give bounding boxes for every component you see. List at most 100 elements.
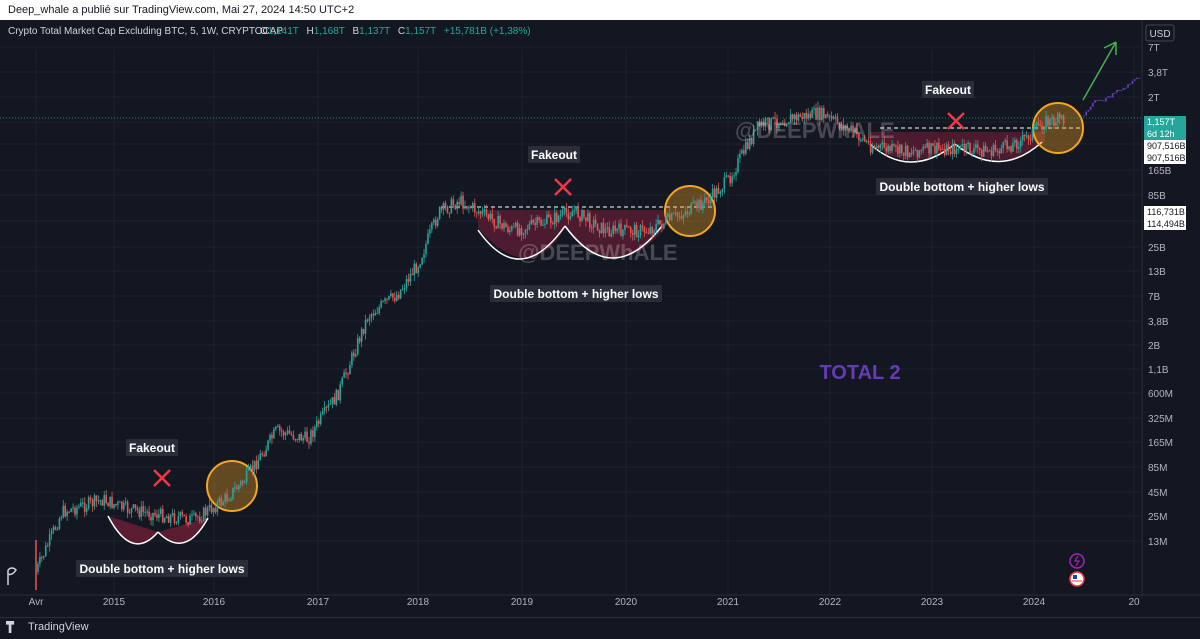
candle-body xyxy=(302,437,304,441)
candle-body xyxy=(126,501,129,513)
projection-candle xyxy=(1109,96,1112,98)
price-tag-text: 116,731B xyxy=(1147,207,1185,217)
candle-body xyxy=(292,434,295,440)
candle-body xyxy=(748,138,751,149)
candle-body xyxy=(1016,139,1018,149)
candle-body xyxy=(224,493,226,503)
candle-body xyxy=(928,142,930,154)
price-chart[interactable]: Crypto Total Market Cap Excluding BTC, 5… xyxy=(0,20,1200,620)
candle-body xyxy=(698,199,700,209)
price-axis-label: 165M xyxy=(1148,438,1173,449)
candle-body xyxy=(680,216,683,219)
candle-body xyxy=(68,511,70,513)
candle-body xyxy=(922,146,925,150)
candle-body xyxy=(1018,146,1020,149)
candle-body xyxy=(187,522,189,525)
currency-button[interactable] xyxy=(1145,24,1175,42)
candle-body xyxy=(635,224,638,238)
legend-h-value: 1,168T xyxy=(314,26,345,37)
candle-body xyxy=(538,217,540,221)
candle-body xyxy=(140,506,143,517)
candle-body xyxy=(58,518,61,530)
candle-body xyxy=(76,507,78,515)
legend-b-label: B xyxy=(352,26,359,37)
candle-body xyxy=(72,507,74,509)
time-axis-label: Avr xyxy=(29,597,44,608)
candle-body xyxy=(392,293,394,298)
candle-body xyxy=(199,517,201,522)
candle-body xyxy=(181,512,184,515)
candle-body xyxy=(879,144,882,148)
candle-body xyxy=(284,432,287,436)
candle-body xyxy=(918,150,921,158)
candle-body xyxy=(727,175,730,177)
price-tag-text: 907,516B xyxy=(1147,141,1186,151)
candle-body xyxy=(50,530,53,535)
candle-body xyxy=(604,228,607,234)
candle-body xyxy=(760,121,763,126)
candle-body xyxy=(750,138,753,144)
candle-body xyxy=(938,142,940,149)
candle-body xyxy=(926,142,928,148)
candle-body xyxy=(908,152,911,157)
us-flag-icon[interactable] xyxy=(1069,571,1085,587)
tradingview-brand[interactable]: TradingView xyxy=(6,621,89,633)
candle-body xyxy=(93,495,96,507)
candle-body xyxy=(501,223,503,229)
candle-body xyxy=(661,223,663,228)
candle-body xyxy=(711,188,714,198)
candle-body xyxy=(343,372,345,378)
candle-body xyxy=(542,224,544,226)
candle-body xyxy=(1051,116,1053,119)
candle-body xyxy=(323,406,326,412)
candle-body xyxy=(741,150,743,154)
candle-body xyxy=(448,212,451,214)
candle-body xyxy=(384,298,386,302)
candle-body xyxy=(80,502,82,507)
candle-body xyxy=(423,253,425,258)
candle-body xyxy=(725,175,728,178)
candle-body xyxy=(862,138,864,141)
lightning-icon[interactable] xyxy=(1069,553,1085,569)
flag-icon[interactable] xyxy=(7,567,17,585)
candle-body xyxy=(651,227,653,234)
candle-body xyxy=(986,150,989,152)
candle-body xyxy=(684,211,687,216)
candle-body xyxy=(719,192,722,194)
candle-body xyxy=(1002,141,1004,149)
candle-body xyxy=(499,215,501,224)
candle-body xyxy=(150,517,152,521)
price-tag xyxy=(1144,140,1186,152)
bowl-shape xyxy=(157,517,209,544)
candle-body xyxy=(899,144,901,154)
candle-body xyxy=(173,513,176,523)
projection-candle xyxy=(1129,83,1132,85)
candle-body xyxy=(897,146,899,154)
price-tag-countdown: 6d 12h xyxy=(1147,129,1175,139)
price-axis-label: 3,8B xyxy=(1148,317,1169,328)
candle-body xyxy=(834,116,837,118)
candle-body xyxy=(394,297,396,301)
candle-body xyxy=(906,145,909,157)
price-axis[interactable]: USD 7T3,8T2T1T325B165B85B45B25B13B7B3,8B… xyxy=(1141,20,1200,595)
candle-body xyxy=(331,397,334,404)
candle-body xyxy=(74,507,76,515)
candle-body xyxy=(429,229,431,234)
candle-body xyxy=(696,201,698,209)
candle-body xyxy=(454,205,457,209)
candle-body xyxy=(117,502,119,505)
candle-body xyxy=(241,481,244,484)
candle-body xyxy=(505,223,507,228)
candle-body xyxy=(390,293,392,296)
candle-body xyxy=(160,508,162,514)
candle-body xyxy=(633,224,636,235)
candle-body xyxy=(873,147,876,149)
candle-body xyxy=(587,213,589,222)
bowl-shape xyxy=(107,515,159,545)
candle-body xyxy=(791,114,794,120)
candle-body xyxy=(799,114,802,117)
time-axis[interactable]: Avr 2015 2016 2017 2018 2019 2020 2021 2022 2023 2… xyxy=(0,594,1200,608)
candle-body xyxy=(704,197,706,203)
candle-body xyxy=(990,150,993,156)
candle-body xyxy=(177,516,180,523)
